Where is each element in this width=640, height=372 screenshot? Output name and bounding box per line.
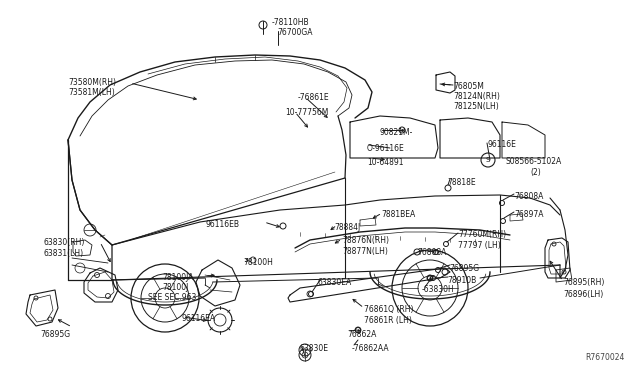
Text: (2): (2) — [530, 168, 541, 177]
Text: 78884J: 78884J — [334, 223, 360, 232]
Text: -78110HB: -78110HB — [272, 18, 310, 27]
Text: -63830H: -63830H — [422, 285, 455, 294]
Text: O-96116E: O-96116E — [367, 144, 404, 153]
Text: 73580M(RH): 73580M(RH) — [68, 78, 116, 87]
Text: 78818E: 78818E — [447, 178, 476, 187]
Text: 76805M: 76805M — [453, 82, 484, 91]
Text: R7670024: R7670024 — [586, 353, 625, 362]
Text: 78100H: 78100H — [243, 258, 273, 267]
Text: 76897A: 76897A — [514, 210, 543, 219]
Text: 77797 (LH): 77797 (LH) — [458, 241, 500, 250]
Text: 73581M(LH): 73581M(LH) — [68, 88, 115, 97]
Text: 63830E: 63830E — [299, 344, 328, 353]
Text: -76861E: -76861E — [298, 93, 330, 102]
Text: 76895G: 76895G — [449, 264, 479, 273]
Text: S: S — [486, 157, 490, 163]
Text: 76896(LH): 76896(LH) — [563, 290, 604, 299]
Text: 96116EA: 96116EA — [182, 314, 216, 323]
Text: 78100J: 78100J — [162, 283, 188, 292]
Text: 76808A: 76808A — [417, 248, 446, 257]
Text: 78124N(RH): 78124N(RH) — [453, 92, 500, 101]
Text: 63830EA: 63830EA — [318, 278, 352, 287]
Text: 78910B: 78910B — [447, 276, 476, 285]
Text: 10-64891: 10-64891 — [367, 158, 403, 167]
Text: 76895G: 76895G — [40, 330, 70, 339]
Text: S08566-5102A: S08566-5102A — [505, 157, 561, 166]
Text: 96116E: 96116E — [487, 140, 516, 149]
Text: 77760M(RH): 77760M(RH) — [458, 230, 506, 239]
Text: 76895(RH): 76895(RH) — [563, 278, 604, 287]
Text: SEE SEC.963: SEE SEC.963 — [148, 293, 196, 302]
Text: 76861Q (RH): 76861Q (RH) — [364, 305, 413, 314]
Text: 7881BEA: 7881BEA — [381, 210, 415, 219]
Text: 76700GA: 76700GA — [277, 28, 312, 37]
Text: 76861R (LH): 76861R (LH) — [364, 316, 412, 325]
Text: 78100JA: 78100JA — [162, 273, 193, 282]
Text: -76862AA: -76862AA — [352, 344, 390, 353]
Text: 76862A: 76862A — [347, 330, 376, 339]
Text: 63830(RH): 63830(RH) — [44, 238, 85, 247]
Text: 78125N(LH): 78125N(LH) — [453, 102, 499, 111]
Text: 90821M-: 90821M- — [380, 128, 413, 137]
Text: 78877N(LH): 78877N(LH) — [342, 247, 388, 256]
Text: 78876N(RH): 78876N(RH) — [342, 236, 389, 245]
Text: 96116EB: 96116EB — [205, 220, 239, 229]
Text: 10-77756M: 10-77756M — [285, 108, 328, 117]
Text: 76808A: 76808A — [514, 192, 543, 201]
Text: 63831(LH): 63831(LH) — [44, 249, 84, 258]
